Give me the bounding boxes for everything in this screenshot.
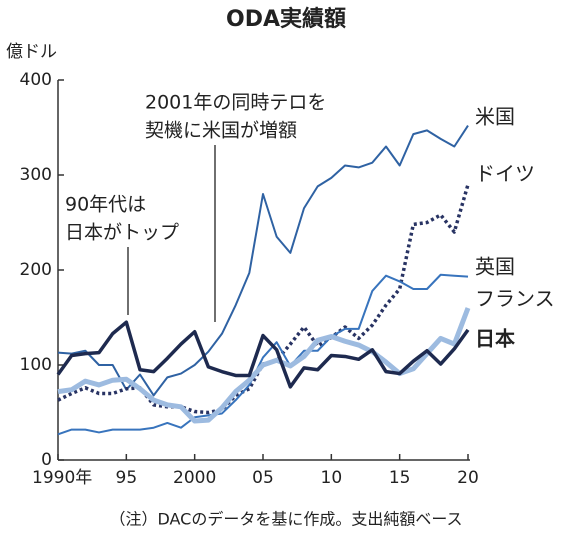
annotation: 日本がトップ [65, 222, 179, 244]
x-tick-label: 15 [389, 468, 411, 488]
legend-label: フランス [475, 287, 555, 311]
y-axis-label: 億ドル [6, 42, 57, 62]
legend-label: 米国 [475, 105, 515, 129]
series-line [56, 320, 470, 389]
x-tick-label: 20 [457, 468, 479, 488]
x-tick-label: 2000 [173, 468, 216, 488]
legend-label: 英国 [475, 255, 515, 279]
x-tick-label: 95 [116, 468, 138, 488]
legend-label: 日本 [475, 327, 515, 351]
legend-label: ドイツ [475, 162, 535, 186]
x-tick-label: 05 [252, 468, 274, 488]
series-line [57, 307, 471, 424]
y-tick-label: 0 [41, 450, 52, 470]
annotation: 契機に米国が増額 [145, 120, 297, 142]
series-line [57, 125, 469, 397]
footnote: （注）DACのデータを基に作成。支出純額ベース [109, 510, 462, 529]
x-tick-label: 10 [321, 468, 343, 488]
annotation: 90年代は [65, 194, 146, 216]
annotation: 2001年の同時テロを [145, 92, 326, 114]
y-tick-label: 400 [20, 70, 52, 90]
y-tick-label: 200 [20, 260, 52, 280]
y-tick-label: 300 [20, 165, 52, 185]
x-tick-label: 1990年 [32, 468, 92, 488]
chart-title: ODA実績額 [226, 6, 346, 32]
y-tick-label: 100 [20, 355, 52, 375]
series-line [57, 273, 469, 436]
